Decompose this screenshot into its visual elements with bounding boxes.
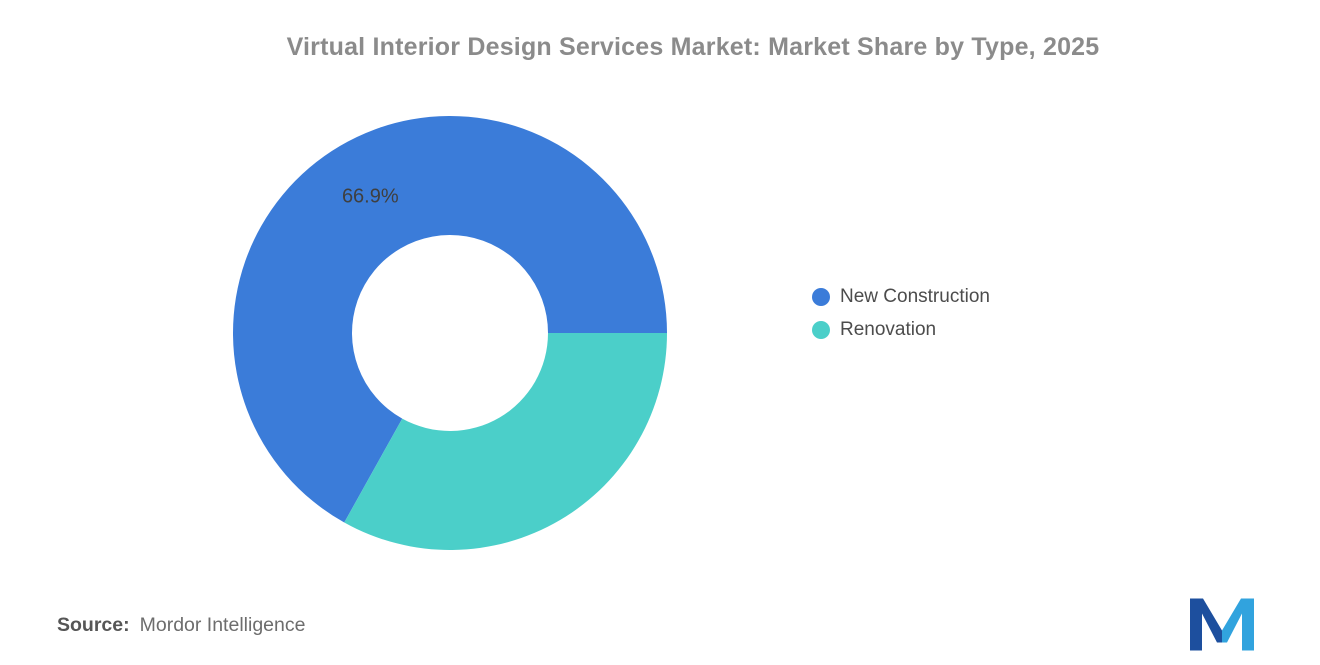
- logo-m-right: [1222, 598, 1254, 651]
- legend-marker-new-construction: [812, 288, 830, 306]
- chart-legend: New Construction Renovation: [812, 284, 990, 350]
- pie-slice-new-construction: [233, 116, 667, 523]
- pie-slice-data-label: 66.9%: [342, 185, 399, 207]
- source-line: Source: Mordor Intelligence: [57, 614, 305, 637]
- legend-marker-renovation: [812, 321, 830, 339]
- mordor-intelligence-logo: [1190, 598, 1254, 651]
- legend-item-new-construction: New Construction: [812, 284, 990, 310]
- donut-chart-svg: 66.9%: [233, 116, 667, 550]
- logo-m-left: [1190, 598, 1222, 651]
- legend-label-renovation: Renovation: [840, 319, 937, 340]
- pie-slice-renovation: [344, 333, 667, 550]
- source-value: Mordor Intelligence: [139, 614, 306, 636]
- legend-label-new-construction: New Construction: [840, 286, 990, 307]
- source-label: Source:: [57, 614, 130, 636]
- legend-item-renovation: Renovation: [812, 317, 990, 343]
- chart-title: Virtual Interior Design Services Market:…: [286, 33, 1100, 61]
